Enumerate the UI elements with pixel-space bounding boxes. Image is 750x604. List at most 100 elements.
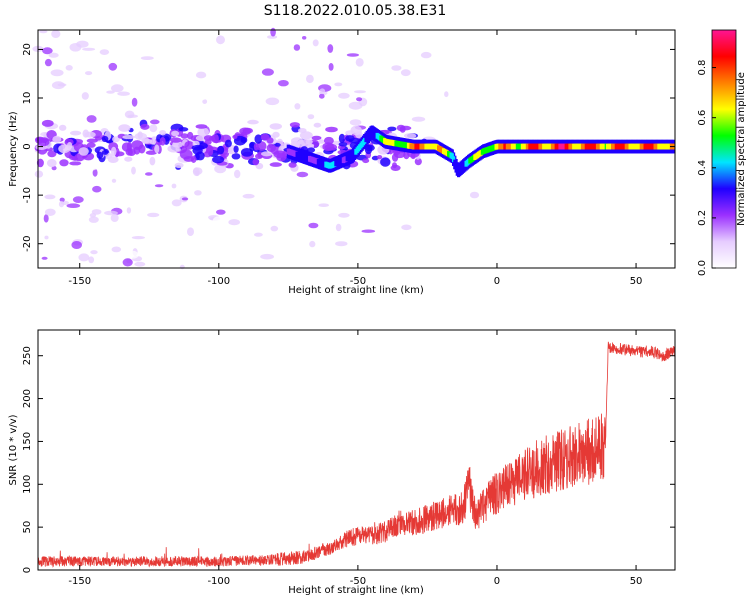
noise-blob <box>127 114 138 118</box>
noise-blob <box>122 258 133 267</box>
noise-blob <box>99 49 110 55</box>
band-blob <box>52 135 62 143</box>
band-blob <box>122 135 135 140</box>
noise-blob <box>92 185 102 193</box>
band-blob <box>324 143 338 151</box>
band-blob <box>107 156 119 164</box>
y-tick-label: 0 <box>22 567 33 573</box>
band-blob <box>392 162 397 169</box>
noise-blob <box>59 197 65 202</box>
x-tick-label: 0 <box>494 576 500 587</box>
snr-frame <box>37 329 676 571</box>
band-blob <box>159 130 167 136</box>
noise-blob <box>294 103 301 110</box>
band-blob <box>404 133 417 139</box>
spectrogram-y-label: Frequency (Hz) <box>8 111 19 187</box>
noise-blob <box>39 30 48 34</box>
x-tick-label: -150 <box>68 276 91 287</box>
noise-blob <box>110 214 119 222</box>
band-blob <box>203 135 213 141</box>
noise-blob <box>78 253 90 262</box>
band-blob <box>149 156 156 166</box>
noise-blob <box>334 82 343 87</box>
noise-blob <box>192 167 200 177</box>
noise-blob <box>131 166 136 175</box>
y-tick-label: -10 <box>22 187 33 203</box>
noise-blob <box>145 172 153 176</box>
y-tick-label: 200 <box>22 389 33 408</box>
noise-blob <box>37 206 48 212</box>
noise-blob <box>391 65 402 71</box>
band-blob <box>127 148 136 157</box>
x-tick-label: -100 <box>207 576 230 587</box>
band-blob <box>311 135 322 141</box>
noise-blob <box>216 35 225 45</box>
noise-blob <box>82 47 96 51</box>
noise-blob <box>179 264 185 270</box>
x-tick-label: -100 <box>207 276 230 287</box>
band-blob <box>217 145 225 155</box>
noise-blob <box>194 190 202 196</box>
band-blob <box>86 142 96 148</box>
band-blob <box>338 142 348 147</box>
noise-blob <box>91 209 102 215</box>
noise-blob <box>371 169 378 176</box>
noise-blob <box>411 116 426 122</box>
noise-blob <box>308 222 319 229</box>
noise-blob <box>293 44 301 51</box>
band-blob <box>318 139 325 144</box>
noise-blob <box>234 169 241 179</box>
noise-blob <box>140 107 153 115</box>
band-blob <box>325 126 338 133</box>
noise-blob <box>85 71 93 76</box>
noise-blob <box>125 250 139 259</box>
figure-title: S118.2022.010.05.38.E31 <box>264 3 447 19</box>
noise-blob <box>52 234 58 238</box>
noise-blob <box>302 36 307 40</box>
noise-blob <box>318 203 330 207</box>
noise-blob <box>69 118 75 127</box>
colorbar-tick-label: 0.8 <box>697 60 708 76</box>
noise-blob <box>58 200 65 208</box>
noise-blob <box>444 91 449 98</box>
ridge-core <box>452 156 456 163</box>
noise-blob <box>42 47 53 55</box>
noise-blob <box>338 212 350 218</box>
noise-blob <box>111 178 117 183</box>
band-blob <box>254 134 263 144</box>
band-blob <box>59 124 67 131</box>
band-blob <box>252 158 259 166</box>
noise-blob <box>355 58 364 67</box>
band-blob <box>197 127 209 137</box>
noise-blob <box>171 183 177 189</box>
noise-blob <box>300 103 306 111</box>
colorbar-tick-label: 0.6 <box>697 110 708 126</box>
band-blob <box>41 119 54 127</box>
x-tick-label: 50 <box>630 276 643 287</box>
noise-blob <box>207 177 213 181</box>
band-blob <box>350 125 362 136</box>
band-blob <box>191 144 205 151</box>
noise-blob <box>84 162 98 171</box>
noise-blob <box>51 30 61 38</box>
noise-blob <box>86 115 97 123</box>
noise-blob <box>147 212 160 218</box>
noise-blob <box>265 97 280 106</box>
y-tick-label: -20 <box>22 236 33 252</box>
noise-blob <box>242 193 255 199</box>
spectrogram-x-ticks: -150 -100 -50 0 50 <box>68 30 642 287</box>
noise-blob <box>104 44 112 51</box>
noise-blob <box>90 250 98 255</box>
noise-blob <box>187 227 194 236</box>
band-blob <box>96 151 104 159</box>
band-blob <box>154 144 160 154</box>
noise-blob <box>108 62 118 71</box>
band-blob <box>195 124 208 129</box>
band-blob <box>101 135 109 143</box>
noise-blob <box>66 169 81 174</box>
ridge-core <box>453 159 457 166</box>
noise-blob <box>65 65 73 71</box>
noise-blob <box>66 203 81 208</box>
noise-blob <box>260 253 274 260</box>
noise-blob <box>319 88 326 95</box>
